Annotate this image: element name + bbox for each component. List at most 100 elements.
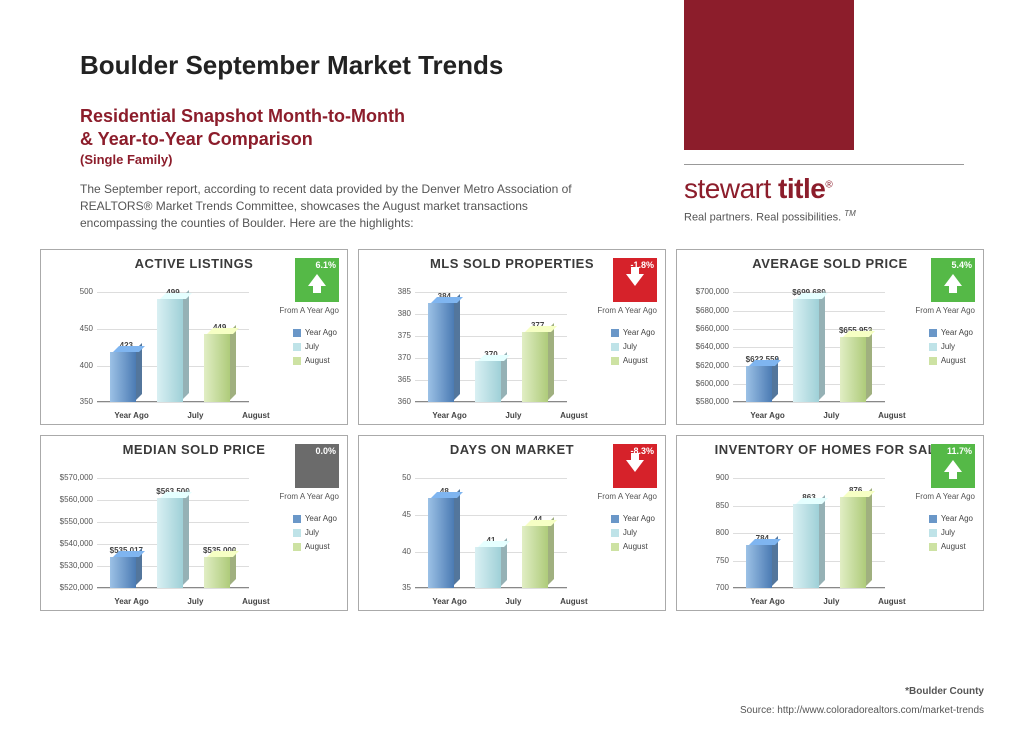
bar-3d [522,526,554,588]
bar: 863 [791,493,827,589]
legend-swatch [611,529,619,537]
legend-swatch [293,543,301,551]
brand-color-block [684,0,854,150]
y-tick-label: 350 [49,398,97,406]
legend-item: August [293,542,337,551]
bar: 876 [838,486,874,589]
bar-3d [475,547,507,589]
bar: $699,689 [791,288,827,403]
x-tick-label: July [187,597,203,606]
bar-front [475,361,501,403]
from-year-ago-label: From A Year Ago [279,306,339,315]
bar-top [796,293,828,299]
bar-3d [157,498,189,588]
change-badge: 0.0% [295,444,339,488]
from-year-ago-label: From A Year Ago [915,492,975,501]
bar-top [796,498,828,504]
arrow-up-icon [944,274,962,286]
from-year-ago-label: From A Year Ago [597,492,657,501]
plot-region: 384370377 [415,292,567,402]
bar-3d [793,504,825,589]
bar-3d [428,498,460,588]
x-tick-label: August [878,597,906,606]
y-tick-label: 800 [685,529,733,537]
bar-3d [204,334,236,403]
x-tick-label: July [505,411,521,420]
brand-name-light: stewart [684,173,778,204]
y-tick-label: $600,000 [685,380,733,388]
bar-front [746,366,772,403]
y-tick-label: $550,000 [49,518,97,526]
y-tick-label: $560,000 [49,496,97,504]
legend-swatch [293,329,301,337]
legend-item: Year Ago [929,328,973,337]
x-tick-label: July [823,411,839,420]
chart-area: $700,000$680,000$660,000$640,000$620,000… [685,288,885,406]
gridline [415,588,567,589]
bar: 370 [473,350,509,403]
gridline [97,402,249,403]
bar-3d [428,303,460,403]
chart-panel: AVERAGE SOLD PRICE5.4%From A Year AgoYea… [676,249,984,425]
arrow-up-icon [308,274,326,286]
bar: 377 [520,321,556,403]
bar: 499 [155,288,191,402]
arrow-down-icon [626,460,644,472]
legend-swatch [611,343,619,351]
bar-front [204,557,230,588]
bar: 423 [108,341,144,403]
bar-front [522,526,548,588]
footer-county: *Boulder County [740,686,984,697]
legend-swatch [293,529,301,537]
y-tick-label: 850 [685,502,733,510]
legend-item: Year Ago [611,328,655,337]
x-tick-label: Year Ago [114,411,148,420]
bars-container: $535,017$563,500$535,000 [103,478,243,588]
change-badge: 5.4% [931,258,975,302]
legend-label: Year Ago [623,328,655,337]
arrow-up-icon [944,460,962,472]
plot-region: $535,017$563,500$535,000 [97,478,249,588]
chart-area: 385380375370365360384370377 [367,288,567,406]
x-tick-label: August [242,597,270,606]
legend-label: Year Ago [941,514,973,523]
bar: $622,559 [744,355,780,403]
gridline [733,402,885,403]
x-tick-label: August [560,597,588,606]
bar-side [454,294,460,400]
legend: Year AgoJulyAugust [611,514,655,556]
legend-swatch [611,357,619,365]
legend-item: Year Ago [929,514,973,523]
bar-side [454,489,460,585]
y-tick-label: 360 [367,398,415,406]
legend-label: August [623,542,648,551]
legend-item: August [929,356,973,365]
y-tick-label: $660,000 [685,325,733,333]
bar-side [819,290,825,400]
bar-front [475,547,501,589]
legend-item: August [611,356,655,365]
y-tick-label: 400 [49,362,97,370]
subtitle-line-1: Residential Snapshot Month-to-Month [80,105,684,128]
legend-item: August [293,356,337,365]
legend-label: July [941,528,955,537]
bar-front [110,557,136,588]
x-tick-label: July [187,411,203,420]
header-right: stewart title® Real partners. Real possi… [684,0,984,224]
bar-front [110,352,136,403]
brand-logo: stewart title® [684,173,984,205]
y-axis: 500450400350 [49,288,97,406]
change-pct: 6.1% [315,260,336,270]
subtitle-small: (Single Family) [80,152,684,167]
plot-region: 423499449 [97,292,249,402]
y-axis: 385380375370365360 [367,288,415,406]
y-axis: $570,000$560,000$550,000$540,000$530,000… [49,474,97,592]
legend-label: July [623,342,637,351]
x-axis: Year AgoJulyAugust [95,411,289,420]
bar: $535,017 [108,546,144,588]
legend-label: July [305,528,319,537]
bars-container: 384370377 [421,292,561,402]
header: Boulder September Market Trends Resident… [0,0,1024,231]
legend-item: July [611,342,655,351]
legend-item: July [293,528,337,537]
